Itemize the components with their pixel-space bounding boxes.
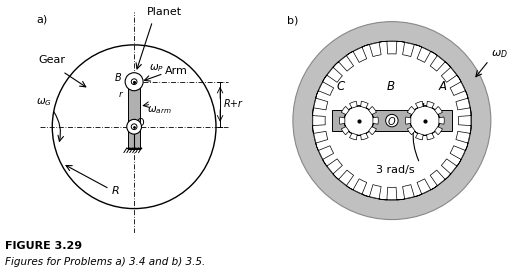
Text: b): b) [287, 16, 298, 26]
Text: r: r [119, 90, 123, 99]
Polygon shape [341, 106, 350, 116]
Polygon shape [417, 179, 434, 196]
Circle shape [125, 73, 143, 91]
Circle shape [293, 22, 491, 219]
Polygon shape [336, 53, 353, 71]
Polygon shape [459, 112, 471, 129]
Text: Figures for Problems a) 3.4 and b) 3.5.: Figures for Problems a) 3.4 and b) 3.5. [5, 257, 206, 267]
Text: $\omega_D$: $\omega_D$ [491, 49, 508, 60]
Polygon shape [325, 64, 342, 82]
Polygon shape [407, 125, 416, 135]
Circle shape [132, 124, 137, 130]
Polygon shape [450, 146, 467, 163]
Text: Arm: Arm [165, 66, 188, 76]
Polygon shape [350, 179, 367, 196]
Polygon shape [373, 116, 378, 125]
Text: 3 rad/s: 3 rad/s [377, 165, 415, 175]
Polygon shape [406, 116, 411, 125]
Polygon shape [317, 78, 333, 95]
Polygon shape [317, 146, 333, 163]
Polygon shape [433, 106, 442, 116]
Bar [332, 110, 452, 132]
Polygon shape [439, 116, 444, 125]
Polygon shape [312, 112, 325, 129]
Polygon shape [339, 116, 345, 125]
Text: B: B [115, 73, 122, 83]
Text: $\omega_G$: $\omega_G$ [36, 96, 52, 108]
Text: Gear: Gear [38, 55, 65, 65]
Text: FIGURE 3.29: FIGURE 3.29 [5, 241, 83, 251]
Circle shape [127, 119, 141, 134]
Text: $\omega_P$: $\omega_P$ [149, 62, 164, 74]
Polygon shape [368, 106, 377, 116]
Text: A: A [439, 80, 447, 93]
Polygon shape [417, 46, 434, 62]
Text: Planet: Planet [146, 8, 181, 17]
Polygon shape [430, 53, 448, 71]
Polygon shape [368, 125, 377, 135]
Polygon shape [350, 46, 367, 62]
Text: a): a) [36, 14, 47, 24]
Text: B: B [387, 80, 395, 93]
Circle shape [312, 41, 471, 200]
Polygon shape [407, 106, 416, 116]
Polygon shape [450, 78, 467, 95]
Polygon shape [456, 94, 471, 112]
Bar [128, 75, 140, 149]
Polygon shape [350, 133, 359, 140]
Text: R: R [112, 186, 119, 196]
Polygon shape [430, 170, 448, 188]
Circle shape [344, 106, 373, 135]
Polygon shape [441, 159, 459, 177]
Polygon shape [313, 94, 328, 112]
Polygon shape [425, 133, 434, 140]
Polygon shape [336, 170, 353, 188]
Polygon shape [383, 41, 401, 54]
Text: $O$: $O$ [387, 115, 397, 126]
Text: O: O [137, 118, 144, 128]
Polygon shape [350, 101, 359, 109]
Text: R+r: R+r [224, 99, 243, 109]
Polygon shape [325, 159, 342, 177]
Polygon shape [441, 64, 459, 82]
Polygon shape [366, 42, 383, 57]
Polygon shape [366, 185, 383, 200]
Polygon shape [416, 133, 425, 140]
Text: C: C [337, 80, 345, 93]
Polygon shape [383, 187, 401, 200]
Polygon shape [425, 101, 434, 109]
Polygon shape [313, 129, 328, 147]
Polygon shape [416, 101, 425, 109]
Circle shape [132, 79, 137, 85]
Polygon shape [359, 133, 368, 140]
Polygon shape [341, 125, 350, 135]
Text: $\omega_{arm}$: $\omega_{arm}$ [147, 105, 172, 116]
Circle shape [410, 106, 440, 135]
Polygon shape [359, 101, 368, 109]
Polygon shape [401, 42, 418, 57]
Polygon shape [433, 125, 442, 135]
Circle shape [386, 114, 398, 127]
Polygon shape [401, 185, 418, 200]
Polygon shape [456, 129, 471, 147]
